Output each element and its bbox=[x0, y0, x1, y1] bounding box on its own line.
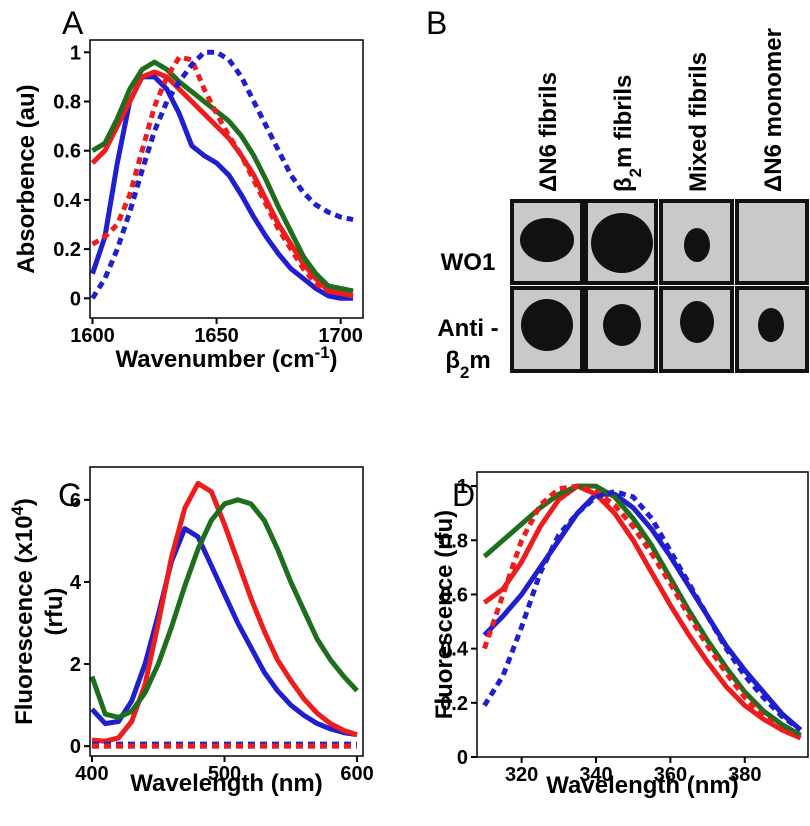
blot-spot bbox=[758, 308, 784, 342]
series-line bbox=[482, 483, 802, 741]
y-axis-label-part: Fluorescence (rfu) bbox=[431, 510, 458, 719]
series-line bbox=[482, 489, 803, 732]
x-tick-label: 380 bbox=[728, 764, 761, 786]
panel-letter: A bbox=[62, 5, 84, 41]
plot-lines bbox=[90, 49, 354, 301]
x-tick-label: 600 bbox=[340, 763, 373, 785]
column-label: Mixed fibrils bbox=[685, 52, 712, 192]
y-tick-label: 0 bbox=[70, 736, 81, 758]
row-label: Anti - bbox=[437, 315, 498, 342]
x-tick-label: 1700 bbox=[318, 325, 363, 347]
column-label: β2m fibrils bbox=[610, 75, 645, 192]
row-label-part: β bbox=[445, 347, 460, 374]
x-tick-label: 340 bbox=[579, 764, 612, 786]
y-axis-label-part: Absorbence (au) bbox=[13, 84, 40, 273]
series-line bbox=[482, 483, 802, 741]
plot-frame bbox=[89, 39, 364, 319]
y-tick-label: 1 bbox=[457, 476, 468, 498]
x-axis-label: Wavelength (nm) bbox=[546, 772, 738, 799]
y-axis-label-part: Fluorescence (x10 bbox=[11, 515, 38, 724]
y-axis-label: Fluorescence (x104) bbox=[8, 498, 39, 725]
x-axis-label: Wavelength (nm) bbox=[130, 770, 322, 797]
row-label: β2m bbox=[445, 347, 490, 382]
column-label: ΔN6 fibrils bbox=[535, 72, 562, 192]
blot-spot bbox=[603, 304, 641, 346]
x-axis-label-part: Wavelength (nm) bbox=[130, 770, 322, 797]
x-tick-label: 400 bbox=[75, 763, 108, 785]
series-line bbox=[90, 69, 354, 299]
blot-spots bbox=[520, 213, 784, 351]
y-tick-label: 0.2 bbox=[440, 693, 468, 715]
x-tick-label: 1600 bbox=[70, 325, 115, 347]
column-label-part: Mixed fibrils bbox=[685, 52, 712, 192]
plot-lines bbox=[482, 483, 803, 741]
series-line bbox=[90, 497, 359, 720]
panel-letter: B bbox=[426, 5, 447, 41]
y-tick-label: 1 bbox=[70, 42, 81, 64]
y-axis-label: (rfu) bbox=[41, 588, 68, 636]
column-label-part: ΔN6 fibrils bbox=[535, 72, 562, 192]
x-tick-label: 1650 bbox=[194, 325, 239, 347]
series-line bbox=[91, 54, 354, 299]
series-line bbox=[91, 59, 354, 294]
series-line bbox=[90, 49, 354, 300]
x-tick-label: 320 bbox=[505, 764, 538, 786]
blot-cell bbox=[735, 199, 809, 285]
x-axis-label-part: Wavelength (nm) bbox=[546, 772, 738, 799]
row-label: WO1 bbox=[441, 249, 496, 276]
x-tick-label: 500 bbox=[208, 763, 241, 785]
y-tick-label: 0.2 bbox=[53, 239, 81, 261]
y-tick-label: 0.6 bbox=[53, 141, 81, 163]
column-label-part: β bbox=[610, 177, 637, 192]
y-tick-label: 0.6 bbox=[440, 584, 468, 606]
y-axis-label-part: ) bbox=[11, 498, 38, 506]
x-axis-label-part: -1 bbox=[315, 343, 330, 362]
blot-spot bbox=[521, 299, 573, 351]
y-tick-label: 6 bbox=[70, 490, 81, 512]
plot-frame bbox=[476, 471, 809, 758]
y-tick-label: 0.8 bbox=[53, 92, 81, 114]
column-label-part: ΔN6 monomer bbox=[760, 28, 787, 192]
blot-spot bbox=[680, 301, 714, 343]
column-label-part: m fibrils bbox=[610, 75, 637, 168]
y-tick-label: 0.8 bbox=[440, 530, 468, 552]
panel-letter: C bbox=[58, 477, 81, 513]
series-line bbox=[482, 491, 803, 732]
series-line bbox=[90, 526, 358, 738]
row-label-part: m bbox=[469, 347, 490, 374]
y-axis-label: Fluorescence (rfu) bbox=[431, 510, 458, 719]
x-axis-label: Wavenumber (cm-1) bbox=[115, 343, 337, 374]
column-label-part: 2 bbox=[626, 168, 645, 177]
x-tick-label: 360 bbox=[654, 764, 687, 786]
blot-spot bbox=[520, 218, 574, 262]
y-tick-label: 2 bbox=[70, 654, 81, 676]
y-tick-label: 0.4 bbox=[440, 639, 469, 661]
y-axis-label-part: 4 bbox=[8, 505, 27, 515]
row-label-part: WO1 bbox=[441, 249, 496, 276]
y-tick-label: 0 bbox=[70, 288, 81, 310]
y-axis-label: Absorbence (au) bbox=[13, 84, 40, 273]
blot-spot bbox=[684, 228, 710, 262]
y-tick-label: 0.4 bbox=[53, 190, 82, 212]
x-axis-label-part: ) bbox=[330, 346, 338, 373]
blot-spot bbox=[591, 213, 653, 273]
y-tick-label: 0 bbox=[457, 747, 468, 769]
y-tick-label: 4 bbox=[70, 572, 82, 594]
plot-frame bbox=[89, 466, 364, 757]
y-axis-label-part: (rfu) bbox=[41, 588, 68, 636]
plot-lines bbox=[90, 480, 359, 749]
row-label-part: 2 bbox=[460, 363, 469, 382]
panel-letter: D bbox=[452, 477, 475, 513]
row-label-part: Anti - bbox=[437, 315, 498, 342]
column-label: ΔN6 monomer bbox=[760, 28, 787, 192]
x-axis-label-part: Wavenumber (cm bbox=[115, 346, 314, 373]
